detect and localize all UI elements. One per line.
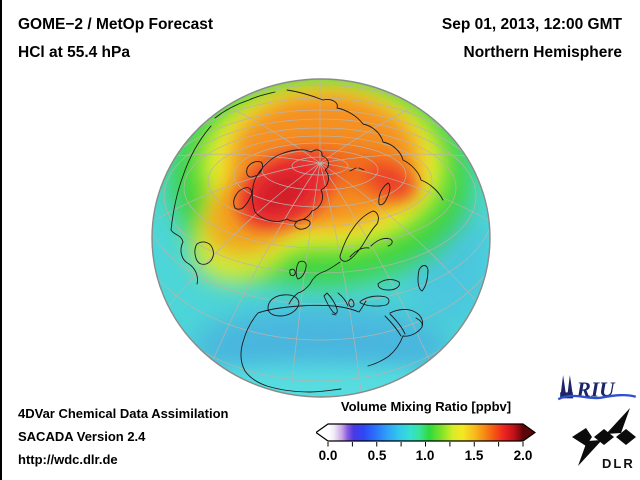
dlr-logo-text: DLR xyxy=(602,456,635,471)
colorbar-tick-label-2: 1.0 xyxy=(415,448,435,463)
colorbar-tick-label-4: 2.0 xyxy=(513,448,533,463)
footer-credits: 4DVar Chemical Data Assimilation SACADA … xyxy=(18,402,229,471)
riu-wave-icon xyxy=(557,393,637,401)
left-border-line xyxy=(0,0,2,480)
hemisphere-label: Northern Hemisphere xyxy=(463,44,622,61)
assimilation-label: 4DVar Chemical Data Assimilation xyxy=(18,406,229,421)
colorbar-gradient-bar xyxy=(316,423,536,442)
mixing-ratio-field xyxy=(169,79,490,397)
colorbar-tick-label-3: 1.5 xyxy=(464,448,484,463)
colorbar-tick-label-0: 0.0 xyxy=(318,448,338,463)
colorbar-tick-label-1: 0.5 xyxy=(367,448,387,463)
field-blob-bottom-rim-cyan xyxy=(184,364,454,397)
field-blob-red-siberia xyxy=(367,163,417,201)
header-left: GOME−2 / MetOp Forecast HCl at 55.4 hPa xyxy=(18,11,213,67)
field-blob-subtropic-blue-band xyxy=(193,306,449,386)
graticule-grid xyxy=(152,79,490,393)
valid-datetime: Sep 01, 2013, 12:00 GMT xyxy=(441,16,622,33)
globe-rim xyxy=(151,78,491,398)
colorbar xyxy=(316,423,536,447)
cathedral-icon xyxy=(560,374,574,399)
species-level-label: HCl at 55.4 hPa xyxy=(18,44,130,61)
version-label: SACADA Version 2.4 xyxy=(18,429,146,444)
colorbar-ticks xyxy=(327,442,524,447)
globe-map xyxy=(151,78,491,398)
coastlines xyxy=(170,89,444,393)
product-title: GOME−2 / MetOp Forecast xyxy=(18,16,214,33)
dlr-logo: DLR xyxy=(572,408,636,471)
riu-logo: RIU xyxy=(557,374,637,401)
wdc-url-text: http://wdc.dlr.de xyxy=(18,452,118,467)
colorbar-title: Volume Mixing Ratio [ppbv] xyxy=(340,399,512,414)
dlr-star-icon xyxy=(572,408,636,466)
header-right: Sep 01, 2013, 12:00 GMT Northern Hemisph… xyxy=(442,11,622,67)
field-blob-deep-red-core xyxy=(258,174,306,212)
